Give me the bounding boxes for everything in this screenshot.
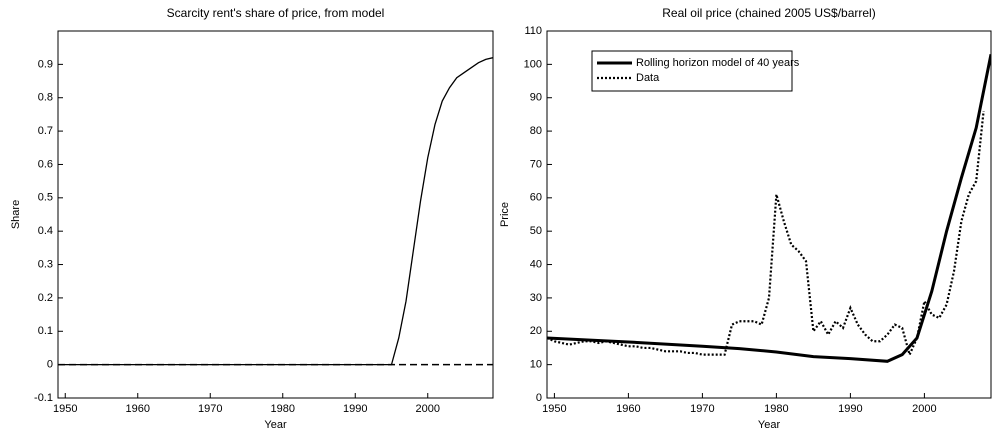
y-axis-label: Price	[499, 202, 511, 227]
x-tick-label: 1950	[542, 403, 566, 415]
y-tick-label: 50	[530, 225, 542, 237]
y-tick-label: 0.9	[38, 58, 53, 70]
y-tick-label: 0.4	[38, 225, 53, 237]
y-tick-label: 0.1	[38, 325, 53, 337]
x-tick-label: 2000	[416, 403, 440, 415]
x-axis-label: Year	[758, 419, 781, 431]
y-tick-label: 30	[530, 292, 542, 304]
chart-panel: Scarcity rent's share of price, from mod…	[10, 6, 494, 431]
x-tick-label: 2000	[912, 403, 936, 415]
axes-box	[57, 30, 494, 399]
x-tick-label: 1960	[126, 403, 150, 415]
y-tick-label: 60	[530, 192, 542, 204]
y-tick-label: 0.2	[38, 292, 53, 304]
x-tick-label: 1990	[838, 403, 862, 415]
data-line	[58, 57, 493, 366]
y-tick-label: 0.8	[38, 92, 53, 104]
y-tick-label: 80	[530, 125, 542, 137]
x-tick-label: 1980	[271, 403, 295, 415]
y-tick-label: 0.5	[38, 192, 53, 204]
axes-box	[546, 30, 992, 399]
x-tick-label: 1980	[764, 403, 788, 415]
y-tick-label: 10	[530, 359, 542, 371]
y-tick-label: 70	[530, 158, 542, 170]
data-line	[547, 54, 991, 363]
x-tick-label: 1960	[616, 403, 640, 415]
y-tick-label: 40	[530, 258, 542, 270]
x-tick-label: 1970	[198, 403, 222, 415]
y-tick-label: 100	[524, 58, 542, 70]
y-tick-label: 20	[530, 325, 542, 337]
x-axis-label: Year	[264, 419, 287, 431]
y-tick-label: 0.3	[38, 258, 53, 270]
legend-label: Rolling horizon model of 40 years	[636, 57, 800, 69]
x-tick-label: 1990	[343, 403, 367, 415]
legend-box	[591, 50, 793, 92]
x-tick-label: 1950	[53, 403, 77, 415]
y-tick-label: 0.6	[38, 158, 53, 170]
data-line	[547, 110, 985, 358]
y-tick-label: 110	[524, 25, 542, 37]
chart-title: Scarcity rent's share of price, from mod…	[167, 6, 385, 20]
legend-label: Data	[636, 72, 660, 84]
y-tick-label: -0.1	[34, 392, 53, 404]
y-tick-label: 0.7	[38, 125, 53, 137]
x-tick-label: 1970	[690, 403, 714, 415]
chart-title: Real oil price (chained 2005 US$/barrel)	[662, 6, 875, 20]
y-axis-label: Share	[10, 200, 22, 229]
y-tick-label: 0	[536, 392, 542, 404]
chart-panel: Real oil price (chained 2005 US$/barrel)…	[499, 6, 992, 431]
y-tick-label: 90	[530, 92, 542, 104]
y-tick-label: 0	[47, 359, 53, 371]
